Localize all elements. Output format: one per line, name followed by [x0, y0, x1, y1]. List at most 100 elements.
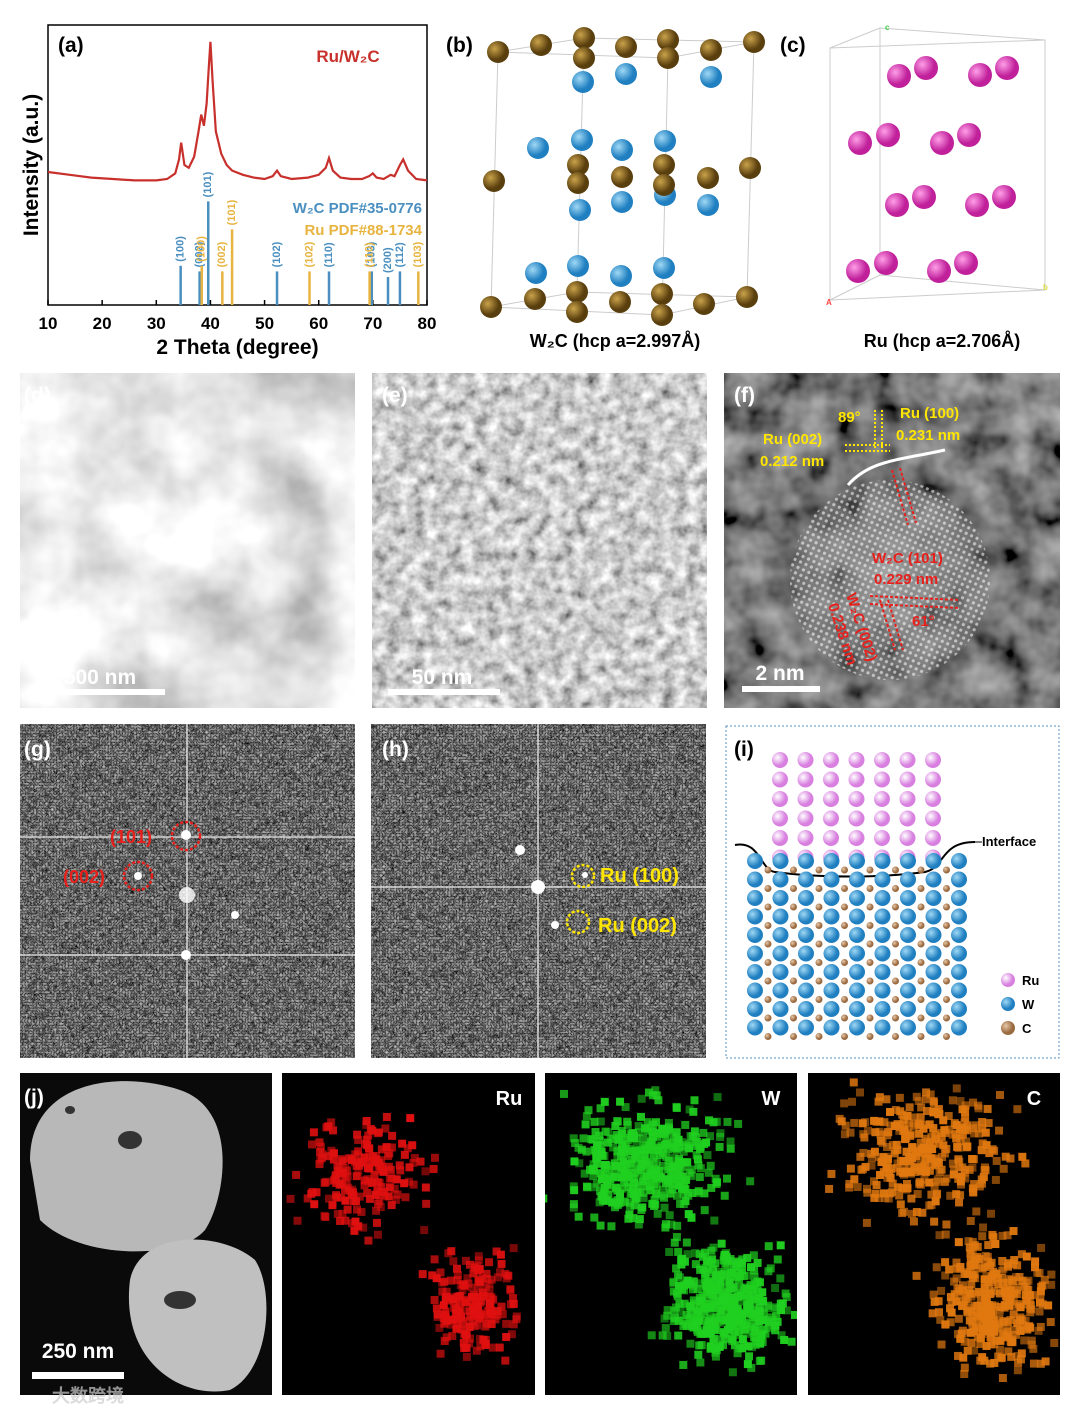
eds-pixel: [1022, 1252, 1031, 1261]
c-atom: [736, 286, 758, 308]
eds-pixel: [688, 1188, 697, 1197]
reference-label: (110): [323, 242, 335, 267]
eds-pixel: [709, 1303, 718, 1312]
w-atom: [925, 927, 942, 943]
eds-pixel: [596, 1104, 605, 1113]
eds-pixel: [315, 1160, 324, 1169]
eds-pixel: [1017, 1276, 1026, 1285]
eds-pixel: [715, 1285, 724, 1294]
eds-pixel: [336, 1216, 345, 1225]
eds-pixel: [986, 1332, 995, 1341]
fft-circles: [122, 820, 596, 935]
c-atom: [892, 1033, 899, 1040]
eds-pixel: [1006, 1297, 1015, 1306]
eds-pixel: [672, 1102, 681, 1111]
eds-pixel: [336, 1179, 345, 1188]
eds-pixel: [640, 1151, 649, 1160]
eds-pixel: [482, 1269, 491, 1278]
eds-pixel: [590, 1213, 599, 1222]
eds-pixel: [962, 1137, 971, 1146]
ru-atom: [899, 752, 916, 768]
eds-pixel: [954, 1314, 963, 1323]
eds-pixel: [410, 1154, 419, 1163]
eds-pixel: [870, 1116, 879, 1125]
ru-atom: [874, 830, 890, 846]
eds-pixel: [925, 1166, 934, 1175]
map-label: Ru: [496, 1088, 523, 1110]
eds-pixel: [680, 1185, 689, 1194]
eds-pixel: [362, 1117, 371, 1126]
eds-pixel: [611, 1183, 620, 1192]
eds-pixels: [286, 1112, 521, 1365]
eds-pixel: [841, 1121, 850, 1130]
eds-pixel: [827, 1169, 836, 1178]
eds-pixel: [692, 1321, 701, 1330]
fringe-label: 61°: [912, 613, 935, 630]
eds-pixel: [338, 1209, 347, 1218]
eds-pixel: [387, 1201, 396, 1210]
eds-pixel: [920, 1175, 929, 1184]
eds-pixel: [360, 1139, 369, 1148]
eds-pixel: [966, 1249, 975, 1258]
eds-pixel: [787, 1337, 796, 1346]
c-atom: [917, 922, 925, 929]
eds-pixel: [1000, 1301, 1009, 1310]
eds-pixel: [679, 1189, 688, 1198]
eds-pixel: [351, 1150, 360, 1159]
eds-pixel: [922, 1148, 931, 1157]
panel-label: (j): [24, 1086, 44, 1109]
eds-pixel: [334, 1166, 343, 1175]
eds-pixel: [974, 1287, 983, 1296]
c-atom: [764, 977, 772, 985]
eds-pixel: [709, 1243, 718, 1252]
w-atom: [653, 257, 675, 279]
eds-pixel: [363, 1189, 372, 1198]
eds-pixel: [669, 1132, 678, 1141]
panel-label: (e): [382, 384, 408, 407]
eds-pixel: [874, 1194, 883, 1203]
eds-pixel: [1009, 1277, 1018, 1286]
eds-pixel: [495, 1343, 504, 1352]
w-atom: [900, 908, 916, 925]
eds-pixel: [973, 1332, 982, 1341]
eds-pixel: [874, 1097, 883, 1106]
eds-pixel: [825, 1184, 834, 1193]
eds-pixel: [902, 1133, 911, 1142]
c-atom: [815, 996, 823, 1003]
eds-pixel: [439, 1314, 448, 1323]
c-atom: [483, 170, 505, 192]
eds-pixel: [1001, 1152, 1010, 1161]
eds-pixel: [706, 1308, 715, 1317]
eds-pixel: [676, 1307, 685, 1316]
eds-pixel: [699, 1310, 708, 1319]
eds-pixel: [1003, 1231, 1012, 1240]
eds-pixel: [913, 1190, 922, 1199]
panel-label: (b): [446, 34, 473, 57]
eds-pixel: [709, 1335, 718, 1344]
eds-pixel: [474, 1284, 483, 1293]
eds-pixel: [496, 1250, 505, 1259]
eds-pixel: [967, 1338, 976, 1347]
eds-pixel: [773, 1317, 782, 1326]
eds-pixel: [1036, 1295, 1045, 1304]
eds-pixel: [958, 1163, 967, 1172]
eds-pixel: [392, 1175, 401, 1184]
eds-pixel: [973, 1242, 982, 1251]
eds-pixel: [1010, 1325, 1019, 1334]
eds-pixel: [921, 1167, 930, 1176]
ru-atom: [823, 752, 839, 768]
eds-pixel: [364, 1158, 373, 1167]
eds-pixel: [316, 1155, 325, 1164]
eds-pixel: [588, 1135, 597, 1144]
particle: [128, 1239, 267, 1392]
w-atom: [874, 945, 891, 962]
eds-pixel: [734, 1327, 743, 1336]
eds-pixel: [948, 1159, 957, 1168]
c-atom: [764, 1014, 772, 1022]
eds-pixel: [730, 1326, 739, 1335]
c-atom: [790, 903, 797, 911]
eds-pixel: [916, 1154, 925, 1163]
eds-pixel: [965, 1165, 974, 1174]
w-atom: [849, 890, 865, 906]
eds-pixel: [373, 1230, 382, 1239]
